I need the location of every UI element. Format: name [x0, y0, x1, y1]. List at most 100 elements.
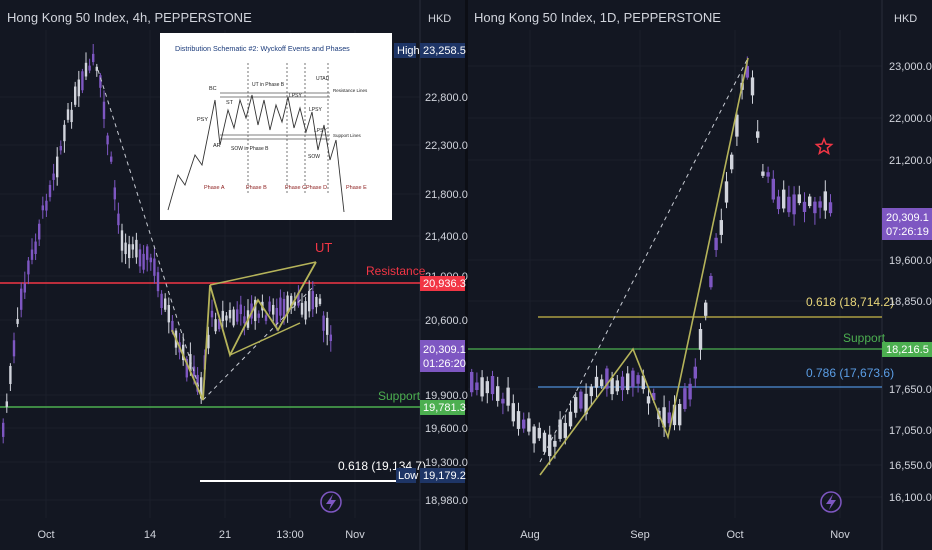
left-candle-body — [257, 313, 260, 318]
left-candle-body — [99, 75, 102, 88]
right-y-tick: 16,550.0 — [889, 460, 932, 472]
right-price-axis[interactable]: 23,000.0 22,000.0 21,200.0 19,600.0 18,850.0… — [889, 61, 932, 504]
wyckoff-schematic-inset[interactable]: Distribution Schematic #2: Wyckoff Event… — [160, 33, 392, 220]
left-candle-body — [138, 249, 142, 267]
right-candle-body — [704, 302, 708, 316]
left-low-label: Low — [398, 470, 418, 482]
inset-price-path — [167, 94, 345, 213]
inset-event-sow: SOW — [308, 154, 320, 160]
right-candle-body — [756, 131, 760, 138]
left-y-tick: 21,400.0 — [425, 231, 468, 243]
right-candle-body — [636, 375, 640, 384]
left-candle-body — [135, 239, 138, 258]
left-candle-body — [290, 295, 293, 309]
left-candle-body — [210, 310, 214, 318]
right-y-tick: 23,000.0 — [889, 61, 932, 73]
left-candle-body — [70, 109, 73, 123]
left-y-tick: 22,800.0 — [425, 92, 468, 104]
left-support-badge — [420, 400, 465, 415]
left-low-badge — [420, 468, 465, 483]
left-candle-body — [164, 298, 167, 310]
left-resistance-label: Resistance — [366, 264, 426, 278]
inset-phase-a: Phase A — [204, 185, 225, 191]
left-support-label: Support — [378, 389, 421, 403]
right-candle-body — [610, 377, 614, 395]
right-currency-label: HKD — [894, 13, 917, 25]
left-candle-body — [214, 319, 217, 332]
left-candle-body — [23, 283, 26, 293]
right-candle-body — [516, 411, 521, 429]
right-fib-786-label: 0.786 (17,673.6) — [806, 366, 894, 380]
left-candle-body — [27, 260, 30, 275]
inset-event-lpsy-3: LPSY — [314, 128, 327, 134]
inset-event-st: ST — [226, 100, 234, 106]
right-candle-body — [761, 171, 765, 176]
left-chart-title: Hong Kong 50 Index, 4h, PEPPERSTONE — [7, 10, 252, 25]
right-rally-dashed-line[interactable] — [539, 57, 749, 463]
pane-divider[interactable] — [465, 0, 468, 550]
right-candle-body — [693, 366, 697, 379]
left-candle-body — [282, 298, 286, 319]
left-lightning-icon[interactable] — [320, 491, 342, 513]
left-y-tick: 22,300.0 — [425, 140, 468, 152]
left-candle-body — [92, 53, 95, 63]
left-candle-body — [254, 299, 257, 321]
left-candle-body — [12, 340, 16, 357]
left-price-badge — [420, 340, 465, 372]
left-time-axis[interactable]: Oct 14 21 13:00 Nov — [37, 529, 365, 541]
right-lightning-icon[interactable] — [820, 491, 842, 513]
left-wyckoff-upper-line[interactable] — [209, 261, 317, 286]
left-candle-body — [95, 66, 98, 71]
right-time-axis[interactable]: Aug Sep Oct Nov — [520, 529, 850, 541]
left-candle-body — [297, 292, 300, 306]
right-pane[interactable]: Hong Kong 50 Index, 1D, PEPPERSTONE HKD … — [468, 10, 932, 541]
left-candle-body — [124, 242, 127, 255]
left-candle-body — [329, 334, 332, 342]
left-pane[interactable]: Hong Kong 50 Index, 4h, PEPPERSTONE HKD … — [0, 10, 468, 541]
inset-event-psy: PSY — [197, 117, 208, 123]
right-candle-body — [719, 220, 723, 235]
right-candle-body — [709, 275, 713, 288]
right-candle-body — [542, 432, 547, 452]
left-high-value: 23,258.5 — [423, 45, 466, 57]
left-candle-body — [146, 246, 149, 260]
right-trend-zigzag[interactable] — [539, 57, 749, 476]
left-x-tick: Oct — [37, 529, 54, 541]
left-candle-body — [34, 241, 37, 255]
left-candle-body — [185, 358, 188, 378]
right-star-icon[interactable] — [814, 137, 834, 155]
inset-event-sow-b: SOW in Phase B — [231, 146, 269, 152]
right-candle-body — [792, 194, 796, 215]
left-candle-body — [59, 145, 62, 151]
left-candle-body — [304, 301, 307, 320]
right-candle-body — [527, 418, 531, 432]
left-candle-body — [268, 301, 271, 312]
right-candle-body — [698, 329, 703, 350]
right-candle-body — [615, 380, 619, 392]
left-candle-body — [236, 309, 239, 322]
right-candle-body — [589, 386, 593, 397]
left-candle-body — [52, 173, 55, 180]
left-wyckoff-lower-line[interactable] — [229, 322, 301, 356]
right-candle-body — [537, 427, 541, 439]
right-x-tick: Aug — [520, 529, 540, 541]
right-candle-body — [574, 397, 578, 413]
left-y-tick: 19,300.0 — [425, 457, 468, 469]
inset-phase-b: Phase B — [246, 185, 267, 191]
inset-phase-d: Phase D — [306, 185, 327, 191]
right-candle-body — [511, 403, 515, 422]
right-candle-body — [787, 196, 791, 213]
left-x-tick: 13:00 — [276, 529, 304, 541]
left-resistance-value: 20,936.3 — [423, 278, 466, 290]
left-candle-body — [326, 317, 329, 335]
left-candle-body — [38, 223, 41, 240]
left-candle-body — [264, 315, 268, 321]
left-candle-body — [16, 319, 19, 324]
left-y-tick: 21,800.0 — [425, 189, 468, 201]
right-candle-body — [782, 189, 786, 209]
right-x-tick: Sep — [630, 529, 650, 541]
right-candle-body — [735, 114, 739, 137]
left-candle-body — [308, 291, 311, 312]
left-resistance-badge — [420, 276, 465, 291]
left-decline-dashed-line[interactable] — [97, 69, 204, 401]
